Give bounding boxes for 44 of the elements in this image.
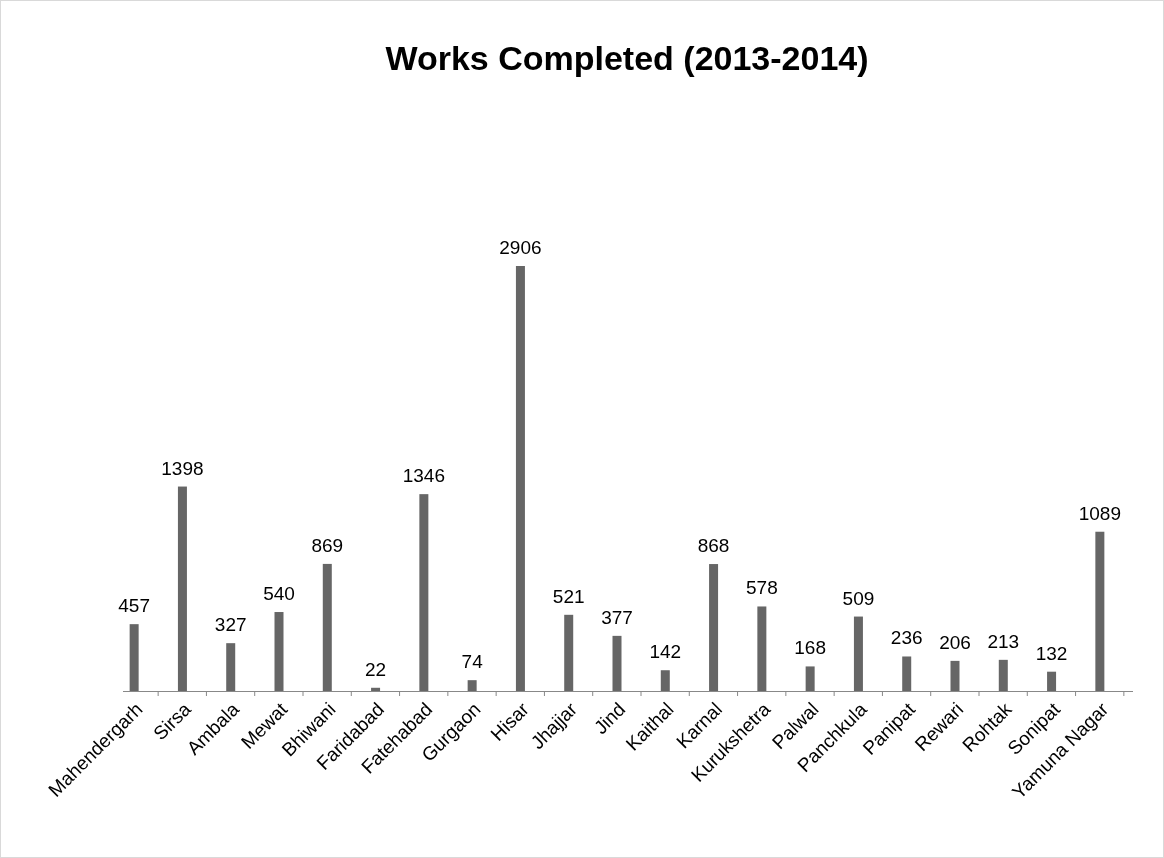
data-label: 578 xyxy=(746,577,778,599)
x-tick-label: Jind xyxy=(589,698,630,739)
data-label: 168 xyxy=(794,637,826,659)
bar xyxy=(1095,531,1105,691)
data-label: 2906 xyxy=(499,237,542,258)
bar xyxy=(853,616,863,691)
bar xyxy=(612,635,622,691)
data-label: 132 xyxy=(1035,642,1068,664)
bar xyxy=(371,687,381,691)
data-label: 868 xyxy=(697,535,730,557)
data-label: 540 xyxy=(263,583,295,605)
data-label: 236 xyxy=(890,627,923,649)
bar xyxy=(805,666,815,691)
data-label: 22 xyxy=(365,658,387,680)
chart-title: Works Completed (2013-2014) xyxy=(385,39,869,77)
data-label: 1089 xyxy=(1078,502,1121,524)
bar xyxy=(274,612,284,691)
data-label: 377 xyxy=(601,606,633,628)
data-label: 206 xyxy=(939,631,971,653)
bar xyxy=(515,266,525,691)
bar xyxy=(950,660,960,691)
data-label: 74 xyxy=(461,651,484,673)
bar xyxy=(660,670,670,691)
data-label: 213 xyxy=(987,630,1020,652)
bar xyxy=(419,494,429,691)
data-label: 521 xyxy=(552,585,585,607)
data-label: 509 xyxy=(842,587,875,609)
bar xyxy=(177,486,187,691)
bar xyxy=(226,643,236,691)
data-label: 869 xyxy=(311,534,344,556)
data-label: 1346 xyxy=(402,465,445,487)
bar xyxy=(902,656,912,691)
data-label: 457 xyxy=(118,595,150,617)
bar xyxy=(129,624,139,691)
bar xyxy=(467,680,477,691)
bar xyxy=(757,606,767,691)
bar xyxy=(322,563,332,691)
bar xyxy=(998,659,1008,691)
data-label: 1398 xyxy=(161,457,204,479)
bar xyxy=(564,614,574,691)
bar xyxy=(1047,671,1057,691)
data-label: 327 xyxy=(214,614,247,636)
data-label: 142 xyxy=(649,641,682,663)
bar xyxy=(709,564,719,691)
